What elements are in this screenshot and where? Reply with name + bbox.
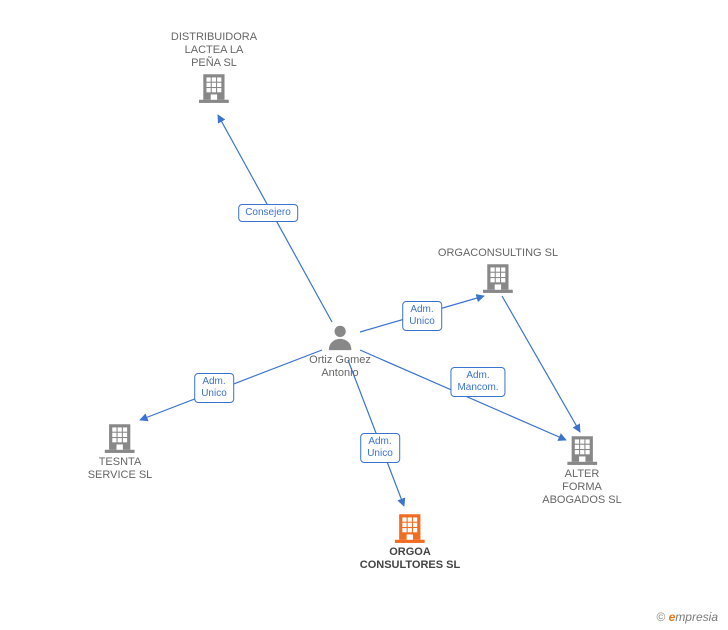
edge: [140, 350, 322, 420]
edge-label: Adm.Unico: [194, 373, 234, 403]
edge: [502, 296, 580, 432]
person-node: Ortiz Gomez Antonio: [309, 322, 371, 380]
brand-rest: mpresia: [675, 610, 718, 624]
company-node-alterforma: ALTER FORMA ABOGADOS SL: [542, 432, 621, 507]
company-label: ALTER FORMA ABOGADOS SL: [542, 468, 621, 507]
company-label: ORGOA CONSULTORES SL: [360, 546, 460, 572]
building-icon: [197, 70, 231, 104]
copyright-symbol: ©: [656, 610, 665, 624]
company-node-orgaconsulting: ORGACONSULTING SL: [438, 245, 558, 294]
network-diagram: Ortiz Gomez Antonio DISTRIBUIDORA LACTEA …: [0, 0, 728, 630]
company-label: ORGACONSULTING SL: [438, 247, 558, 260]
footer: © empresia: [656, 610, 718, 624]
edges-layer: [0, 0, 728, 630]
edge-label: Adm.Mancom.: [450, 367, 505, 397]
building-icon: [481, 260, 515, 294]
edge-label: Adm.Unico: [360, 433, 400, 463]
building-icon: [393, 510, 427, 544]
company-label: DISTRIBUIDORA LACTEA LA PEÑA SL: [171, 31, 257, 70]
person-icon: [325, 322, 355, 352]
building-icon: [565, 432, 599, 466]
company-label: TESNTA SERVICE SL: [88, 456, 153, 482]
building-icon: [103, 420, 137, 454]
company-node-orgoa: ORGOA CONSULTORES SL: [360, 510, 460, 572]
edge-label: Consejero: [238, 204, 298, 222]
person-label: Ortiz Gomez Antonio: [309, 354, 371, 380]
edge-label: Adm.Unico: [402, 301, 442, 331]
company-node-distribuidora: DISTRIBUIDORA LACTEA LA PEÑA SL: [171, 29, 257, 104]
edge: [218, 115, 332, 322]
edge: [360, 296, 484, 332]
company-node-tesnta: TESNTA SERVICE SL: [88, 420, 153, 482]
edge: [348, 360, 404, 506]
edge: [360, 350, 566, 440]
